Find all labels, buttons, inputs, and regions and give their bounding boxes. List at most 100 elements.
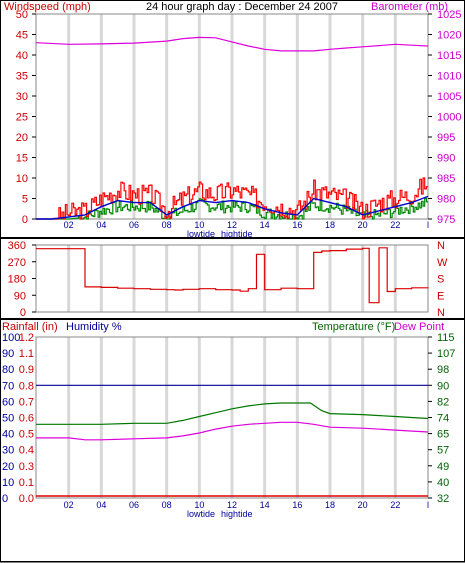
x-tick-label: 14 (260, 500, 270, 510)
rainfall-tick-label: 0.3 (19, 461, 34, 473)
direction-tick-label: 270 (8, 257, 26, 269)
wind-tick-label: 45 (16, 30, 28, 42)
direction-tick-label: 360 (8, 240, 26, 252)
grid-band (328, 337, 332, 498)
grid-band (230, 337, 234, 498)
x-tick-label: 22 (390, 220, 400, 230)
barometer-tick-label: 1020 (437, 30, 461, 42)
grid-band (295, 337, 299, 498)
panel-wind-x-ticks: 02 04 06 08 10 12 14 16 18 20 22 l (64, 220, 429, 230)
temperature-tick-label: 32 (437, 493, 449, 505)
direction-tick-label: 180 (8, 274, 26, 286)
grid-band (99, 245, 103, 312)
grid-band (263, 14, 267, 219)
humidity-tick-label: 70 (2, 380, 14, 392)
grid-band (328, 245, 332, 312)
rainfall-axis-title: Rainfall (in) (2, 321, 58, 333)
x-tick-label: l (427, 220, 429, 230)
temperature-tick-label: 49 (437, 461, 449, 473)
x-tick-label: 06 (129, 220, 139, 230)
x-tick-label: 18 (325, 500, 335, 510)
x-tick-label: 10 (194, 500, 204, 510)
grid-band (230, 14, 234, 219)
rainfall-tick-label: 0.0 (19, 493, 34, 505)
humidity-tick-label: 0 (2, 493, 8, 505)
grid-band (328, 14, 332, 219)
rainfall-tick-label: 1.2 (19, 332, 34, 344)
grid-band (165, 337, 169, 498)
humidity-tick-label: 100 (2, 332, 20, 344)
rainfall-tick-label: 0.5 (19, 429, 34, 441)
x-tick-label: 14 (260, 220, 270, 230)
grid-band (361, 245, 365, 312)
barometer-tick-label: 1010 (437, 71, 461, 83)
x-tick-label: 02 (64, 220, 74, 230)
rainfall-tick-label: 0.7 (19, 396, 34, 408)
x-tick-label: 10 (194, 220, 204, 230)
barometer-tick-label: 1005 (437, 91, 461, 103)
wind-tick-label: 10 (16, 173, 28, 185)
x-tick-label: 04 (96, 220, 106, 230)
x-tick-label: 08 (162, 220, 172, 230)
hightide-label-2: hightide (221, 509, 253, 519)
rainfall-tick-label: 0.4 (19, 445, 34, 457)
temperature-axis-ticks: 115 107 98 90 82 74 65 57 49 40 32 (428, 332, 455, 505)
wind-tick-label: 5 (22, 194, 28, 206)
rainfall-tick-label: 0.9 (19, 364, 34, 376)
rainfall-axis-ticks: 1.2 1.1 0.9 0.8 0.7 0.6 0.5 0.4 0.3 0.1 0.0 (19, 332, 34, 505)
x-tick-label: 06 (129, 500, 139, 510)
x-tick-label: 12 (227, 500, 237, 510)
compass-tick-label: S (437, 274, 444, 286)
temperature-tick-label: 65 (437, 429, 449, 441)
lowtide-label-2: lowtide (187, 509, 215, 519)
humidity-tick-label: 50 (2, 413, 14, 425)
panel-temp-grid-bands (67, 337, 397, 498)
grid-band (132, 337, 136, 498)
grid-band (165, 14, 169, 219)
panel-temp-series (36, 384, 429, 497)
direction-tick-label: 0 (20, 307, 26, 319)
wind-tick-label: 50 (16, 9, 28, 21)
grid-band (197, 337, 201, 498)
humidity-tick-label: 40 (2, 429, 14, 441)
x-tick-label: 22 (390, 500, 400, 510)
panel-wind-grid-bands (67, 14, 397, 219)
barometer-axis-ticks: 1025 1020 1015 1010 1005 1000 995 990 985 980 975 (428, 9, 461, 226)
barometer-tick-label: 1000 (437, 112, 461, 124)
hightide-label: hightide (221, 229, 253, 239)
humidity-tick-label: 60 (2, 396, 14, 408)
compass-tick-label: E (437, 290, 444, 302)
x-tick-label: 02 (64, 500, 74, 510)
wind-tick-label: 15 (16, 153, 28, 165)
x-tick-label: 20 (358, 500, 368, 510)
humidity-tick-label: 10 (2, 477, 14, 489)
grid-band (99, 14, 103, 219)
temperature-tick-label: 115 (437, 332, 455, 344)
barometer-tick-label: 980 (437, 194, 455, 206)
barometer-axis-title: Barometer (mb) (371, 1, 448, 13)
grid-band (295, 245, 299, 312)
direction-tick-label: 90 (14, 290, 26, 302)
wind-tick-label: 30 (16, 91, 28, 103)
wind-tick-label: 40 (16, 50, 28, 62)
humidity-tick-label: 90 (2, 348, 14, 360)
temperature-tick-label: 40 (437, 477, 449, 489)
panel-temp-x-ticks: 02 04 06 08 10 12 14 16 18 20 22 l (64, 500, 429, 510)
rainfall-tick-label: 0.8 (19, 380, 34, 392)
x-tick-label: l (427, 500, 429, 510)
x-tick-label: 16 (292, 220, 302, 230)
wind-tick-label: 25 (16, 112, 28, 124)
wind-average-line (36, 195, 429, 220)
lowtide-label: lowtide (187, 229, 215, 239)
grid-band (197, 245, 201, 312)
grid-band (99, 337, 103, 498)
compass-tick-label: N (437, 307, 445, 319)
chart-title: 24 hour graph day : December 24 2007 (146, 1, 338, 13)
compass-tick-label: N (437, 240, 445, 252)
compass-tick-label: W (437, 257, 448, 269)
direction-degree-ticks: 360 270 180 90 0 (8, 240, 36, 319)
